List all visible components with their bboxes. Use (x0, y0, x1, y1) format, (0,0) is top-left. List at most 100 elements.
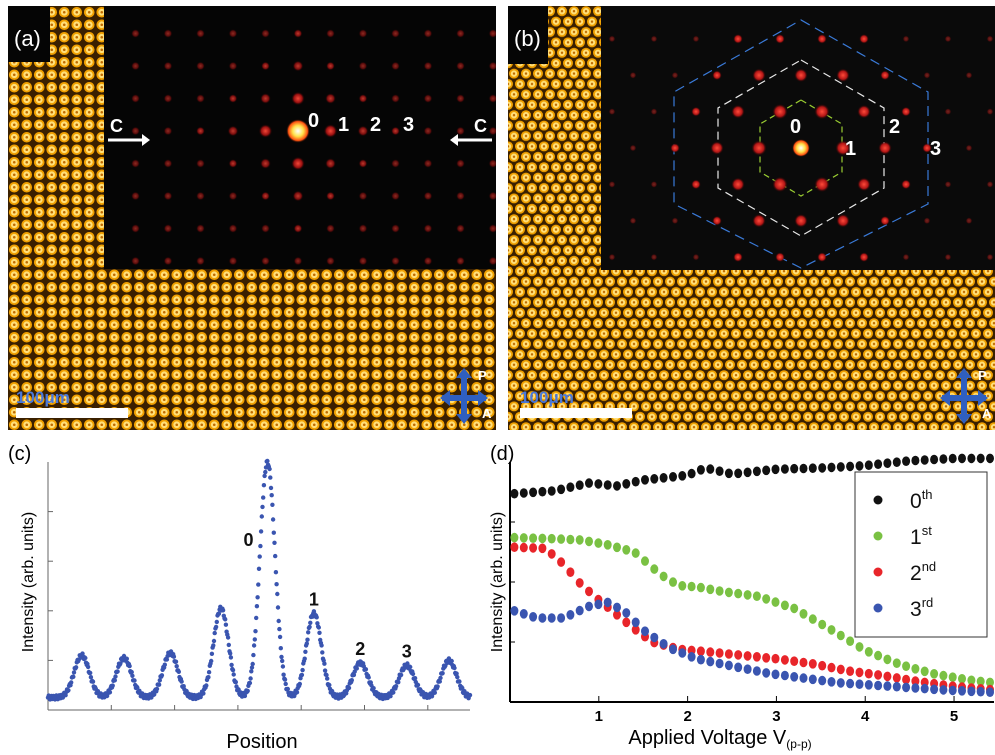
chart-c-profile-point (220, 608, 226, 613)
chart-d-point-2nd (836, 664, 845, 675)
chart-d-point-1st (827, 625, 836, 635)
chart-c-profile-point (261, 495, 266, 500)
chart-c-profile-point (267, 466, 272, 472)
chart-d-point-2nd (892, 673, 901, 683)
diffraction-spot (391, 126, 400, 136)
pol-a-label-b: A (982, 406, 992, 421)
chart-d-point-2nd (790, 656, 799, 666)
chart-d-point-2nd (864, 668, 873, 679)
diffraction-spot (902, 253, 910, 261)
chart-c-profile-point (303, 649, 308, 654)
chart-d-x-tick-label: 3 (772, 708, 780, 725)
chart-c-profile-point (129, 669, 134, 675)
diffraction-spot (196, 159, 205, 168)
diffraction-spot (733, 33, 743, 44)
legend-label-2nd: 2nd (910, 559, 936, 585)
chart-c-profile-point (258, 543, 263, 549)
chart-d-point-1st (631, 548, 640, 558)
chart-d-point-0th (603, 480, 612, 490)
diffraction-spot (228, 61, 238, 71)
chart-d-point-0th (827, 462, 836, 473)
chart-d-point-1st (771, 597, 780, 607)
diffraction-spot (775, 252, 785, 263)
diffraction-spot (608, 35, 616, 43)
chart-d-point-3rd (939, 685, 948, 695)
chart-d-point-3rd (529, 612, 538, 622)
chart-d-point-1st (696, 582, 705, 593)
chart-c-profile-point (277, 634, 283, 640)
diffraction-spot (391, 94, 400, 103)
chart-d-point-2nd (547, 549, 556, 559)
chart-d-point-3rd (510, 606, 519, 616)
diffraction-spot (814, 103, 830, 120)
chart-c-profile-point (223, 622, 229, 627)
diffraction-spot (835, 140, 851, 156)
chart-c-profile-point (127, 663, 132, 669)
chart-d-point-3rd (631, 617, 640, 628)
chart-c-profile-point (88, 675, 94, 680)
chart-d-point-0th (976, 453, 985, 464)
chart-c-profile-point (277, 626, 282, 632)
chart-d-point-3rd (808, 674, 817, 685)
diffraction-spot (901, 106, 911, 117)
chart-d-point-2nd (622, 617, 631, 628)
diffraction-spot (391, 256, 400, 266)
diffraction-spot (817, 252, 827, 263)
chart-d-point-0th (958, 453, 966, 464)
diffraction-spot (326, 29, 335, 38)
chart-d-point-1st (547, 533, 556, 544)
chart-d-point-0th (650, 474, 659, 484)
chart-d-point-1st (529, 533, 538, 543)
pol-p-label-b: P (978, 368, 987, 383)
chart-c-profile-point (179, 679, 184, 684)
diffraction-spot (712, 70, 722, 81)
diffraction-spot (131, 94, 140, 103)
chart-c-profile-point (408, 664, 413, 670)
scale-bar-b (520, 408, 632, 418)
chart-c-profile-point (206, 670, 212, 675)
diffraction-spot (391, 159, 400, 168)
chart-c-profile-point (279, 654, 284, 660)
diffraction-spot (878, 141, 892, 155)
chart-d-point-2nd (799, 657, 808, 668)
chart-d-point-1st (855, 642, 864, 652)
legend-label-0th: 0th (910, 487, 933, 513)
chart-d-point-0th (902, 456, 911, 466)
diffraction-spot (488, 94, 496, 103)
polarizer-icon-b: P A (940, 368, 992, 424)
chart-c-profile-point (256, 582, 261, 587)
chart-d-point-2nd (752, 652, 761, 662)
order-1-label-a: 1 (338, 114, 350, 136)
order-3-label-a: 3 (403, 114, 415, 136)
chart-d-point-1st (976, 676, 985, 687)
chart-c-profile-point (157, 678, 162, 683)
chart-c-profile-point (263, 469, 268, 475)
chart-c-ylabel: Intensity (arb. units) (20, 512, 37, 653)
diffraction-spot (488, 126, 496, 136)
chart-d-point-0th (724, 468, 733, 479)
chart-c-profile-point (457, 679, 462, 684)
chart-c-profile-point (63, 693, 68, 698)
diffraction-spot (423, 224, 433, 233)
diffraction-spot (608, 253, 616, 261)
diffraction-spot (423, 61, 433, 71)
chart-c-profile-point (440, 671, 445, 676)
diffraction-spot (358, 191, 368, 201)
diffraction-spot (671, 217, 679, 225)
diffraction-spot (456, 224, 465, 233)
chart-d-point-3rd (669, 644, 677, 655)
chart-c-profile-point (322, 661, 327, 666)
chart-c-profile-point (248, 676, 253, 681)
diffraction-spot (488, 29, 496, 38)
chart-d-point-0th (613, 481, 621, 491)
chart-d-point-1st (752, 591, 761, 601)
diffraction-spot (163, 224, 173, 233)
diffraction-spot (357, 125, 369, 137)
diffraction-spot (163, 191, 173, 201)
chart-c-profile-point (214, 619, 219, 625)
micrograph-a-image (8, 6, 496, 430)
chart-c-profile-point (71, 670, 77, 675)
diffraction-spot (391, 61, 400, 71)
chart-c-profile-point (398, 672, 404, 678)
chart-c-profile-point (250, 661, 255, 667)
